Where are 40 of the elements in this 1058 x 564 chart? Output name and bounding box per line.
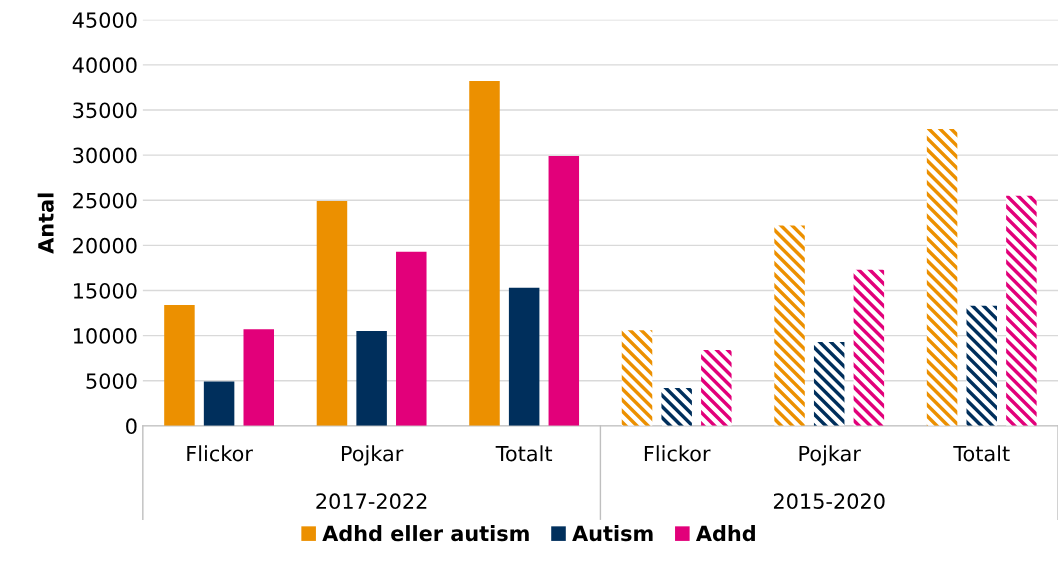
bar [356, 331, 387, 426]
bar [813, 341, 845, 426]
bar [164, 304, 195, 426]
y-tick-label: 35000 [73, 102, 137, 119]
bar [966, 305, 997, 426]
bar [396, 251, 427, 426]
bar [1006, 195, 1037, 426]
y-tick-label: 40000 [72, 57, 137, 74]
text: 2015-2020 [773, 493, 885, 510]
y-tick-label: 45000 [72, 12, 137, 28]
x-tick-label: Flickor [644, 445, 711, 462]
legend-label: Adhd eller autism [322, 525, 529, 542]
bar [774, 225, 805, 426]
x-tick-label: Pojkar [341, 445, 404, 466]
bar [853, 269, 885, 426]
y-tick-label: 20000 [73, 237, 137, 254]
bar [203, 381, 235, 426]
x-tick-label: Totalt [953, 445, 1010, 462]
bar [316, 201, 348, 426]
bar [701, 350, 732, 426]
y-tick-label: 25000 [73, 192, 137, 209]
text: 2017-2022 [316, 493, 427, 510]
x-tick-label: Pojkar [799, 445, 861, 466]
x-tick-label: Totalt [495, 445, 553, 462]
bar [661, 387, 692, 426]
x-tick-label: Flickor [187, 445, 253, 462]
bar [243, 329, 274, 426]
y-tick-label: 5000 [86, 373, 137, 389]
legend-label: Adhd [695, 525, 755, 542]
bar [508, 287, 540, 426]
y-tick-label: 0 [126, 418, 137, 435]
y-tick-label: 30000 [73, 147, 137, 164]
y-axis-title: Antal [37, 193, 54, 254]
y-tick-label: 15000 [73, 282, 137, 299]
bar [548, 156, 580, 426]
y-tick-label: 10000 [73, 328, 137, 344]
bar [469, 81, 500, 426]
bar [621, 330, 653, 426]
legend-label: Autism [572, 525, 653, 542]
bar [926, 128, 958, 426]
